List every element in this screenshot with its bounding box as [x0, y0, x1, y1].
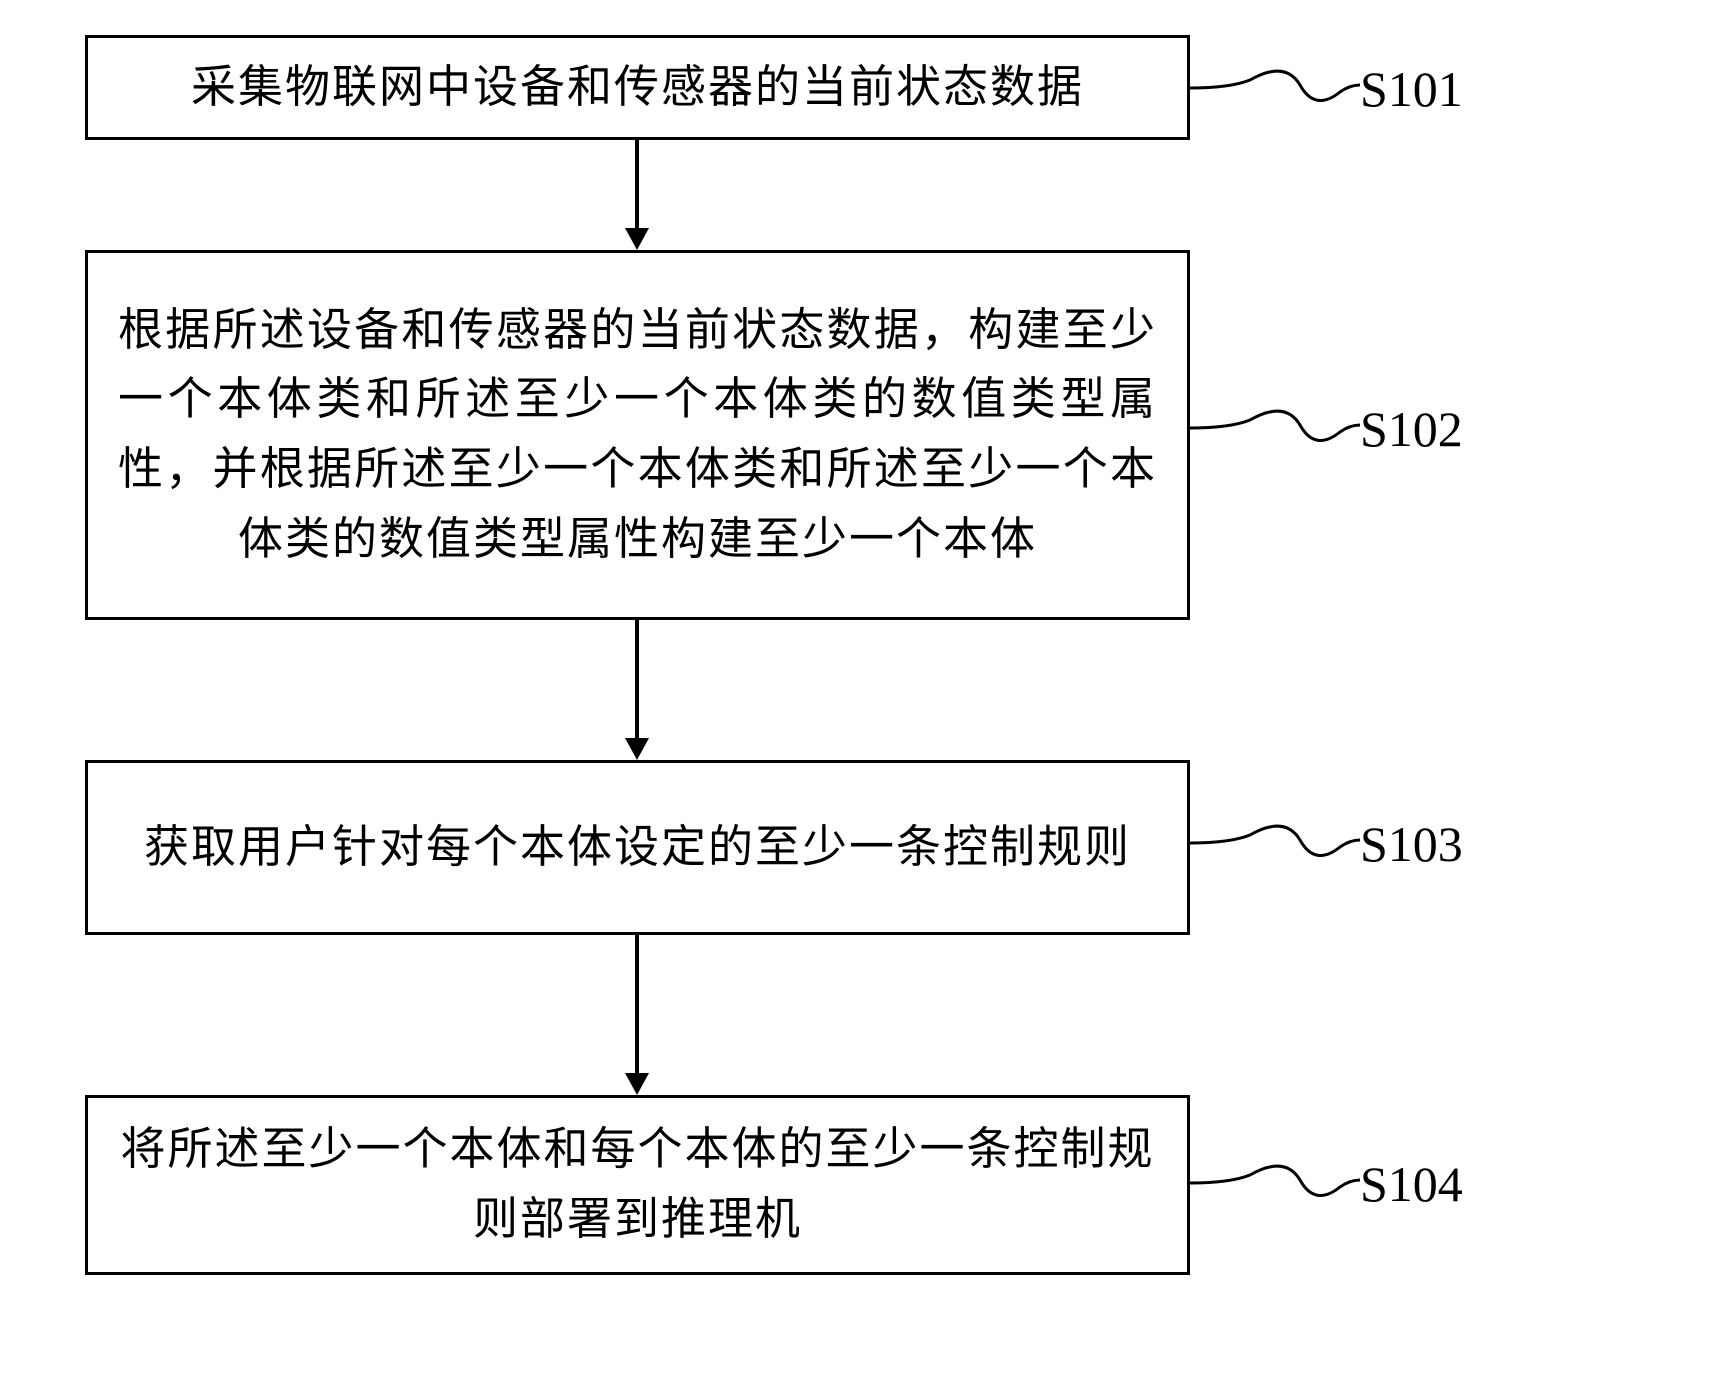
step-label-s103: S103	[1360, 815, 1463, 873]
connector-s101	[1190, 50, 1360, 130]
step-text-s104: 将所述至少一个本体和每个本体的至少一条控制规则部署到推理机	[118, 1115, 1157, 1255]
step-text-s101: 采集物联网中设备和传感器的当前状态数据	[191, 53, 1084, 123]
step-box-s104: 将所述至少一个本体和每个本体的至少一条控制规则部署到推理机	[85, 1095, 1190, 1275]
step-box-s101: 采集物联网中设备和传感器的当前状态数据	[85, 35, 1190, 140]
arrow-2-head	[625, 738, 649, 760]
connector-s104	[1190, 1145, 1360, 1225]
step-text-s103: 获取用户针对每个本体设定的至少一条控制规则	[144, 813, 1131, 883]
arrow-2-line	[635, 620, 639, 738]
step-box-s102: 根据所述设备和传感器的当前状态数据，构建至少一个本体类和所述至少一个本体类的数值…	[85, 250, 1190, 620]
connector-s103	[1190, 805, 1360, 885]
step-label-s101: S101	[1360, 60, 1463, 118]
step-text-s102: 根据所述设备和传感器的当前状态数据，构建至少一个本体类和所述至少一个本体类的数值…	[118, 296, 1157, 575]
flowchart-canvas: 采集物联网中设备和传感器的当前状态数据 S101 根据所述设备和传感器的当前状态…	[0, 0, 1725, 1395]
arrow-1-head	[625, 228, 649, 250]
arrow-1-line	[635, 140, 639, 228]
step-label-s102: S102	[1360, 400, 1463, 458]
arrow-3-line	[635, 935, 639, 1073]
arrow-3-head	[625, 1073, 649, 1095]
connector-s102	[1190, 390, 1360, 470]
step-box-s103: 获取用户针对每个本体设定的至少一条控制规则	[85, 760, 1190, 935]
step-label-s104: S104	[1360, 1155, 1463, 1213]
